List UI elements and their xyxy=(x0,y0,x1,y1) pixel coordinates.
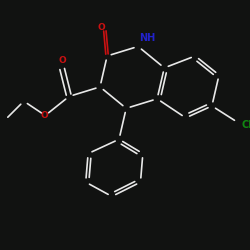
Text: O: O xyxy=(58,56,66,65)
Text: O: O xyxy=(97,23,105,32)
Text: O: O xyxy=(40,111,48,120)
Text: Cl: Cl xyxy=(242,120,250,130)
Text: NH: NH xyxy=(139,33,156,43)
